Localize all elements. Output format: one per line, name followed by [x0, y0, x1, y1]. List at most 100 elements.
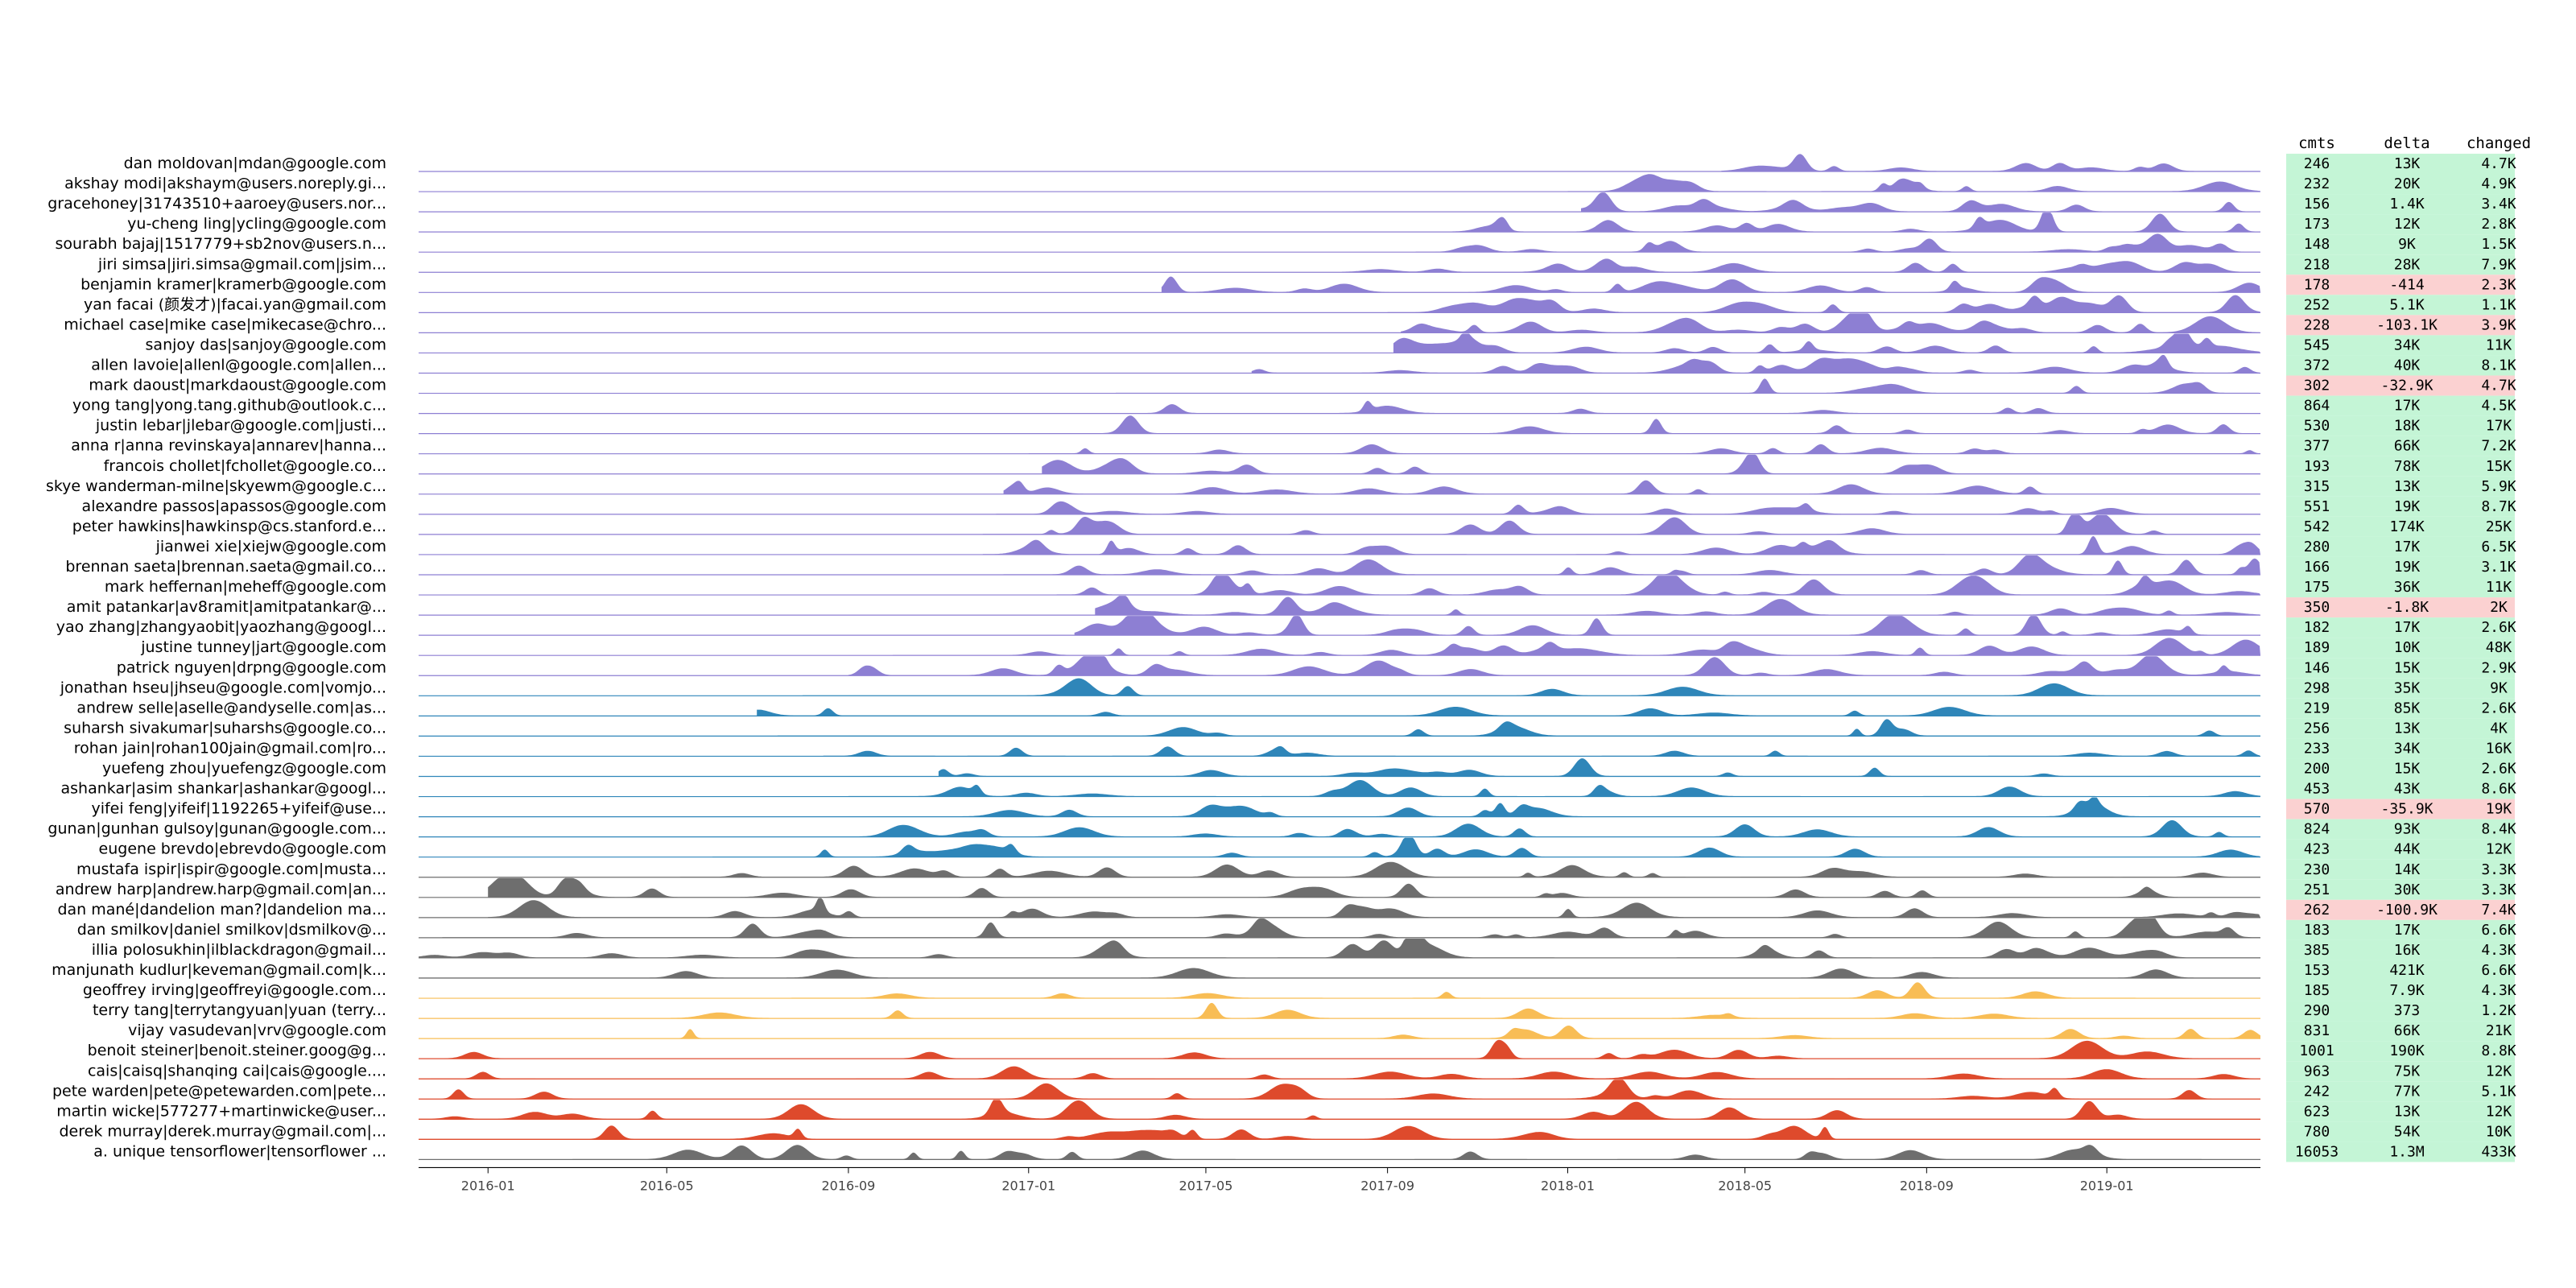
stats-row-bg — [2286, 919, 2515, 940]
stats-delta-cell: 13K — [2394, 1103, 2421, 1120]
stats-changed-cell: 2.6K — [2481, 761, 2516, 778]
ridge-series — [419, 378, 2260, 394]
stats-delta-cell: 17K — [2394, 539, 2421, 555]
ridge-series — [419, 596, 2260, 616]
ridge-series — [419, 555, 2260, 576]
stats-cmts-cell: 166 — [2304, 559, 2330, 576]
stats-delta-cell: 78K — [2394, 458, 2421, 475]
ridge-area — [419, 1039, 2260, 1059]
ridge-series — [419, 514, 2260, 535]
contributor-label: andrew harp|andrew.harp@gmail.com|an... — [56, 881, 386, 898]
contributor-label: alexandre passos|apassos@google.com — [82, 497, 386, 515]
contributor-label: amit patankar|av8ramit|amitpatankar@... — [67, 598, 386, 616]
contributor-label: benoit steiner|benoit.steiner.goog@g... — [88, 1042, 386, 1059]
stats-row-bg — [2286, 1101, 2515, 1122]
stats-changed-cell: 8.1K — [2481, 357, 2516, 374]
stats-row-bg — [2286, 335, 2515, 356]
stats-cmts-cell: 178 — [2304, 276, 2330, 293]
stats-cmts-cell: 963 — [2304, 1063, 2330, 1080]
ridge-area — [982, 514, 2260, 535]
ridge-area — [419, 1100, 2260, 1120]
ridge-series — [419, 1039, 2260, 1059]
contributor-label: dan mané|dandelion man?|dandelion ma... — [57, 901, 386, 919]
stats-delta-cell: 12K — [2394, 216, 2421, 233]
stats-header: cmts — [2298, 134, 2335, 152]
contributor-label: eugene brevdo|ebrevdo@google.com — [99, 840, 386, 858]
stats-cmts-cell: 256 — [2304, 720, 2330, 737]
ridges-layer — [419, 154, 2261, 1161]
stats-cmts-cell: 246 — [2304, 155, 2330, 172]
stats-delta-cell: 43K — [2394, 781, 2421, 798]
ridge-area — [1003, 555, 2260, 575]
stats-row-bg — [2286, 899, 2515, 920]
stats-cmts-cell: 315 — [2304, 478, 2330, 495]
ridge-area — [1042, 454, 2260, 474]
ridge-series — [419, 719, 2260, 737]
stats-row-bg — [2286, 395, 2515, 416]
stats-row-bg — [2286, 698, 2515, 719]
ridge-area — [823, 745, 2261, 757]
stats-cmts-cell: 385 — [2304, 942, 2330, 959]
ridge-area — [996, 501, 2260, 514]
ridge-area — [1056, 576, 2260, 596]
ridge-area — [1567, 174, 2260, 192]
stats-row-bg — [2286, 617, 2515, 638]
contributor-label: gunan|gunhan gulsoy|gunan@google.com... — [47, 820, 386, 838]
stats-changed-cell: 7.4K — [2481, 902, 2516, 919]
ridge-series — [419, 192, 2260, 213]
ridge-series — [419, 154, 2260, 172]
stats-delta-cell: 9K — [2398, 236, 2416, 253]
contributor-label: allen lavoie|allenl@google.com|allen... — [91, 357, 386, 374]
contributor-label: a. unique tensorflower|tensorflower ... — [93, 1142, 386, 1160]
stats-changed-cell: 25K — [2486, 518, 2512, 535]
stats-delta-cell: 17K — [2394, 922, 2421, 939]
ridge-area — [876, 797, 2260, 817]
stats-changed-cell: 2.6K — [2481, 700, 2516, 716]
ridge-area — [1074, 616, 2260, 636]
stats-changed-cell: 5.1K — [2481, 1083, 2516, 1100]
stats-row-bg — [2286, 718, 2515, 739]
stats-cmts-cell: 219 — [2304, 700, 2330, 716]
ridge-area — [893, 638, 2260, 656]
stats-row-bg — [2286, 153, 2515, 174]
ridge-series — [419, 415, 2260, 435]
stats-changed-cell: 15K — [2486, 458, 2512, 475]
stats-delta-cell: 1.3M — [2389, 1143, 2425, 1160]
ridge-series — [419, 656, 2260, 676]
stats-cmts-cell: 251 — [2304, 881, 2330, 898]
stats-cmts-cell: 262 — [2304, 902, 2330, 919]
contributor-label: jonathan hseu|jhseu@google.com|vomjo... — [60, 679, 386, 696]
stats-row-bg — [2286, 799, 2515, 819]
stats-row-bg — [2286, 859, 2515, 880]
x-tick-label: 2019-01 — [2080, 1178, 2134, 1193]
stats-delta-cell: 16K — [2394, 942, 2421, 959]
stats-header: changed — [2467, 134, 2531, 152]
ridge-series — [419, 400, 2260, 415]
ridge-area — [419, 982, 2260, 998]
stats-delta-cell: 34K — [2394, 336, 2421, 353]
contributor-label: justine tunney|jart@google.com — [140, 638, 386, 656]
contributor-label: michael case|mike case|mikecase@chro... — [64, 316, 386, 333]
stats-changed-cell: 2.6K — [2481, 619, 2516, 636]
stats-row-bg — [2286, 980, 2515, 1001]
stats-changed-cell: 4.3K — [2481, 982, 2516, 999]
stats-changed-cell: 2.8K — [2481, 216, 2516, 233]
ridge-area — [757, 707, 2261, 716]
stats-changed-cell: 12K — [2486, 1063, 2512, 1080]
ridge-series — [419, 174, 2260, 192]
stats-delta-cell: 373 — [2394, 1002, 2421, 1019]
stats-row-bg — [2286, 234, 2515, 255]
ridge-series — [419, 861, 2260, 878]
ridge-area — [1387, 295, 2260, 313]
stats-changed-cell: 4K — [2490, 720, 2508, 737]
stats-delta-cell: 5.1K — [2389, 296, 2425, 313]
stats-row-bg — [2286, 174, 2515, 195]
stats-changed-cell: 7.2K — [2481, 438, 2516, 455]
stats-cmts-cell: 185 — [2304, 982, 2330, 999]
stats-delta-cell: 190K — [2389, 1042, 2425, 1059]
ridge-series — [419, 898, 2261, 919]
ridge-area — [1143, 400, 2260, 414]
ridge-area — [419, 1026, 2260, 1039]
stats-row-bg — [2286, 355, 2515, 376]
